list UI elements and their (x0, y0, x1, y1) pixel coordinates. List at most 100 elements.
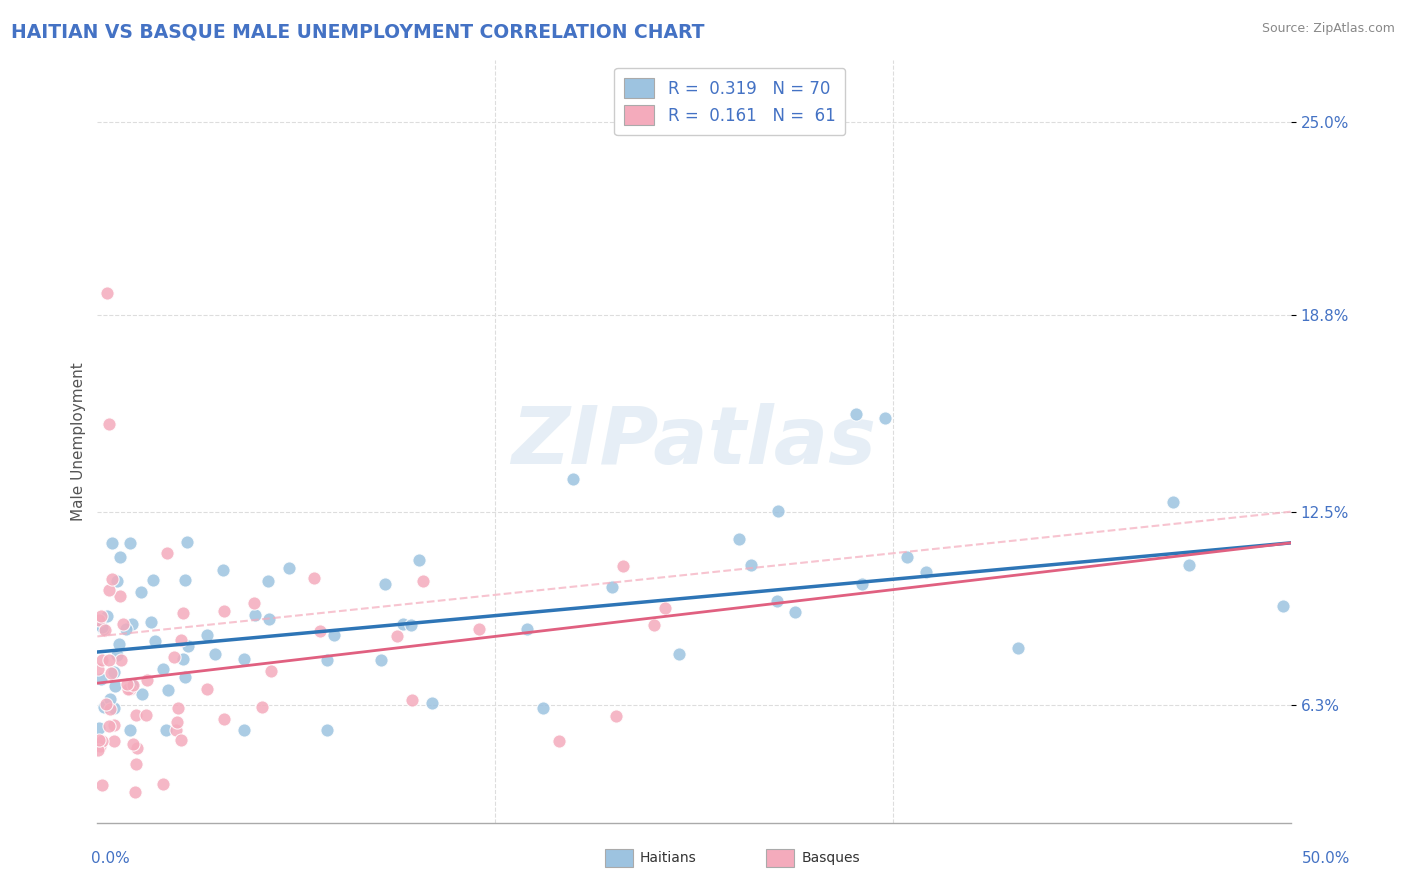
Point (91, 653, 114, 667)
Point (233, 652, 256, 666)
Point (98, 702, 121, 716)
Point (643, 618, 665, 632)
Point (156, 546, 179, 560)
Point (170, 732, 193, 747)
Point (420, 697, 443, 711)
Point (163, 649, 186, 664)
Point (135, 708, 157, 723)
Point (108, 549, 131, 564)
Point (322, 628, 344, 642)
Y-axis label: Male Unemployment: Male Unemployment (72, 362, 86, 521)
Point (142, 574, 165, 588)
Point (370, 653, 392, 667)
Point (98, 417, 121, 432)
Point (851, 577, 873, 591)
Point (120, 723, 142, 737)
Point (257, 574, 280, 588)
Point (516, 622, 538, 636)
Point (165, 723, 187, 737)
Point (90, 620, 112, 634)
Point (212, 563, 235, 577)
Point (103, 701, 125, 715)
Point (122, 678, 145, 692)
Point (654, 600, 676, 615)
Point (86, 743, 108, 757)
Point (232, 723, 254, 737)
Point (408, 553, 430, 567)
Point (727, 532, 749, 546)
Point (118, 681, 141, 696)
Text: ZIPatlas: ZIPatlas (512, 402, 876, 481)
Point (120, 536, 142, 550)
Point (1271, 599, 1294, 613)
Point (135, 673, 157, 688)
Point (100, 665, 122, 680)
Point (612, 559, 634, 574)
Point (105, 648, 128, 663)
Point (103, 718, 125, 732)
Point (172, 607, 194, 621)
Point (391, 616, 413, 631)
Point (166, 715, 188, 730)
Point (562, 472, 585, 486)
Point (155, 723, 177, 737)
Point (785, 605, 807, 619)
Point (93, 699, 115, 714)
Point (89, 739, 111, 754)
Point (86, 662, 108, 676)
Point (91, 622, 114, 636)
Point (91, 778, 114, 792)
Point (243, 597, 266, 611)
Point (315, 723, 337, 737)
Point (121, 617, 143, 632)
Point (117, 677, 139, 691)
Point (125, 708, 148, 723)
Point (302, 571, 325, 585)
Point (740, 558, 762, 572)
Point (531, 701, 554, 715)
Point (600, 580, 623, 594)
Text: 0.0%: 0.0% (91, 851, 131, 865)
Point (98, 692, 121, 706)
Point (243, 607, 266, 622)
Point (374, 576, 396, 591)
Point (117, 681, 139, 696)
Point (152, 661, 174, 675)
Point (309, 624, 332, 638)
Point (172, 652, 194, 666)
Point (174, 670, 197, 684)
Point (399, 618, 422, 632)
Point (176, 535, 198, 549)
Point (125, 756, 148, 771)
Point (204, 647, 226, 661)
Point (896, 550, 918, 565)
Point (107, 637, 129, 651)
Point (1177, 558, 1199, 573)
Point (89, 732, 111, 747)
Point (195, 681, 218, 696)
Point (468, 622, 491, 636)
Point (176, 639, 198, 653)
Point (103, 733, 125, 747)
Point (91, 734, 114, 748)
Point (94, 698, 117, 712)
Point (212, 712, 235, 726)
Point (121, 678, 143, 692)
Point (260, 665, 283, 679)
Point (145, 633, 167, 648)
Point (766, 594, 789, 608)
Point (157, 682, 180, 697)
Point (668, 647, 690, 661)
Point (278, 560, 301, 574)
Point (110, 653, 132, 667)
Point (104, 679, 127, 693)
Point (259, 611, 281, 625)
Point (89, 721, 111, 735)
Point (197, 628, 219, 642)
Point (915, 565, 938, 579)
Text: Haitians: Haitians (640, 851, 696, 865)
Point (96, 608, 118, 623)
Point (1161, 495, 1184, 509)
Point (212, 604, 235, 618)
Point (115, 622, 138, 636)
